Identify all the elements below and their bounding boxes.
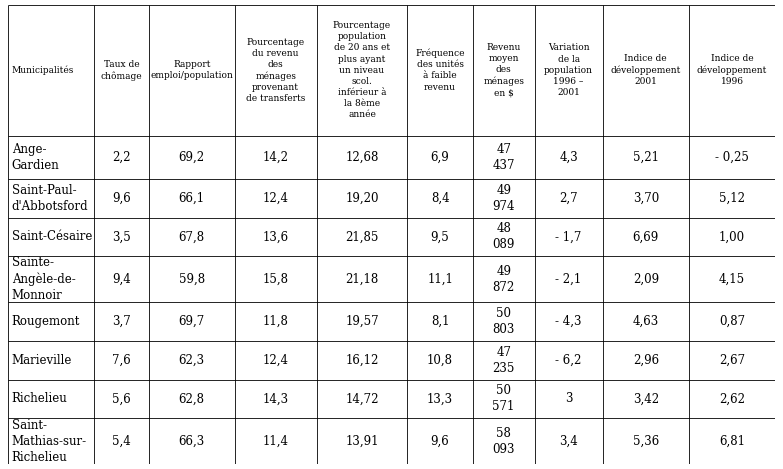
Text: 67,8: 67,8	[179, 230, 205, 243]
Text: Variation
de la
population
1996 –
2001: Variation de la population 1996 – 2001	[544, 44, 593, 97]
Text: 0,87: 0,87	[719, 315, 745, 328]
Text: 10,8: 10,8	[427, 354, 453, 367]
Text: Revenu
moyen
des
ménages
en $: Revenu moyen des ménages en $	[483, 43, 524, 97]
Text: 66,3: 66,3	[179, 435, 205, 448]
Text: 11,8: 11,8	[263, 315, 289, 328]
Text: Saint-Césaire: Saint-Césaire	[12, 230, 92, 243]
Text: - 4,3: - 4,3	[555, 315, 582, 328]
Text: 12,68: 12,68	[345, 151, 379, 164]
Text: 47
437: 47 437	[493, 143, 515, 172]
Text: 3,7: 3,7	[112, 315, 131, 328]
Text: 14,3: 14,3	[262, 393, 289, 405]
Text: 19,20: 19,20	[345, 192, 379, 205]
Text: Saint-Paul-
d'Abbotsford: Saint-Paul- d'Abbotsford	[12, 184, 88, 213]
Text: - 1,7: - 1,7	[555, 230, 582, 243]
Text: 69,2: 69,2	[179, 151, 205, 164]
Text: 13,3: 13,3	[427, 393, 453, 405]
Text: 58
093: 58 093	[493, 427, 515, 456]
Text: 9,4: 9,4	[112, 273, 131, 286]
Text: 49
974: 49 974	[493, 184, 515, 213]
Text: 14,2: 14,2	[263, 151, 289, 164]
Text: 9,5: 9,5	[431, 230, 449, 243]
Text: 5,6: 5,6	[112, 393, 131, 405]
Text: 3: 3	[565, 393, 572, 405]
Text: 6,69: 6,69	[633, 230, 659, 243]
Text: 9,6: 9,6	[112, 192, 131, 205]
Text: 50
803: 50 803	[493, 307, 515, 336]
Text: 7,6: 7,6	[112, 354, 131, 367]
Text: 62,8: 62,8	[179, 393, 204, 405]
Text: Municipalités: Municipalités	[12, 66, 74, 75]
Text: 59,8: 59,8	[179, 273, 205, 286]
Text: 3,42: 3,42	[633, 393, 659, 405]
Text: 2,67: 2,67	[719, 354, 745, 367]
Text: 66,1: 66,1	[179, 192, 205, 205]
Text: Ange-
Gardien: Ange- Gardien	[12, 143, 60, 172]
Text: Rapport
emploi/population: Rapport emploi/population	[150, 60, 233, 80]
Text: Indice de
développement
2001: Indice de développement 2001	[611, 54, 681, 86]
Text: Fréquence
des unités
à faible
revenu: Fréquence des unités à faible revenu	[415, 49, 465, 91]
Text: Indice de
développement
1996: Indice de développement 1996	[697, 54, 767, 86]
Text: 13,6: 13,6	[262, 230, 289, 243]
Text: 2,09: 2,09	[633, 273, 659, 286]
Text: 3,70: 3,70	[633, 192, 659, 205]
Text: 14,72: 14,72	[345, 393, 379, 405]
Text: 11,1: 11,1	[428, 273, 453, 286]
Text: 3,5: 3,5	[112, 230, 131, 243]
Text: 21,18: 21,18	[345, 273, 379, 286]
Text: Saint-
Mathias-sur-
Richelieu: Saint- Mathias-sur- Richelieu	[12, 419, 87, 464]
Text: 1,00: 1,00	[719, 230, 745, 243]
Text: 4,63: 4,63	[633, 315, 659, 328]
Text: 16,12: 16,12	[345, 354, 379, 367]
Text: 13,91: 13,91	[345, 435, 379, 448]
Text: - 0,25: - 0,25	[715, 151, 749, 164]
Text: 6,9: 6,9	[431, 151, 449, 164]
Text: 19,57: 19,57	[345, 315, 379, 328]
Text: 50
571: 50 571	[493, 385, 515, 413]
Text: 5,36: 5,36	[633, 435, 659, 448]
Text: 8,1: 8,1	[431, 315, 449, 328]
Text: 12,4: 12,4	[263, 192, 289, 205]
Text: Sainte-
Angèle-de-
Monnoir: Sainte- Angèle-de- Monnoir	[12, 257, 75, 302]
Text: Taux de
chômage: Taux de chômage	[100, 60, 143, 81]
Text: 8,4: 8,4	[431, 192, 449, 205]
Text: - 6,2: - 6,2	[555, 354, 582, 367]
Text: 4,3: 4,3	[559, 151, 578, 164]
Text: 3,4: 3,4	[559, 435, 578, 448]
Text: Marieville: Marieville	[12, 354, 72, 367]
Text: 5,4: 5,4	[112, 435, 131, 448]
Text: 12,4: 12,4	[263, 354, 289, 367]
Text: - 2,1: - 2,1	[555, 273, 582, 286]
Text: 4,15: 4,15	[719, 273, 745, 286]
Text: 62,3: 62,3	[179, 354, 205, 367]
Text: 11,4: 11,4	[263, 435, 289, 448]
Text: 5,12: 5,12	[719, 192, 745, 205]
Text: 5,21: 5,21	[633, 151, 659, 164]
Text: 15,8: 15,8	[263, 273, 289, 286]
Text: 48
089: 48 089	[493, 222, 515, 251]
Text: 69,7: 69,7	[179, 315, 205, 328]
Text: Richelieu: Richelieu	[12, 393, 67, 405]
Text: 2,62: 2,62	[719, 393, 745, 405]
Text: Pourcentage
du revenu
des
ménages
provenant
de transferts: Pourcentage du revenu des ménages proven…	[246, 38, 305, 103]
Text: 47
235: 47 235	[493, 346, 515, 375]
Text: 21,85: 21,85	[345, 230, 379, 243]
Text: 2,2: 2,2	[112, 151, 131, 164]
Text: 6,81: 6,81	[719, 435, 745, 448]
Text: 2,96: 2,96	[633, 354, 659, 367]
Text: Rougemont: Rougemont	[12, 315, 80, 328]
Text: 49
872: 49 872	[493, 265, 514, 294]
Text: 2,7: 2,7	[559, 192, 578, 205]
Text: 9,6: 9,6	[431, 435, 449, 448]
Text: Pourcentage
population
de 20 ans et
plus ayant
un niveau
scol.
inférieur à
la 8è: Pourcentage population de 20 ans et plus…	[333, 21, 391, 119]
